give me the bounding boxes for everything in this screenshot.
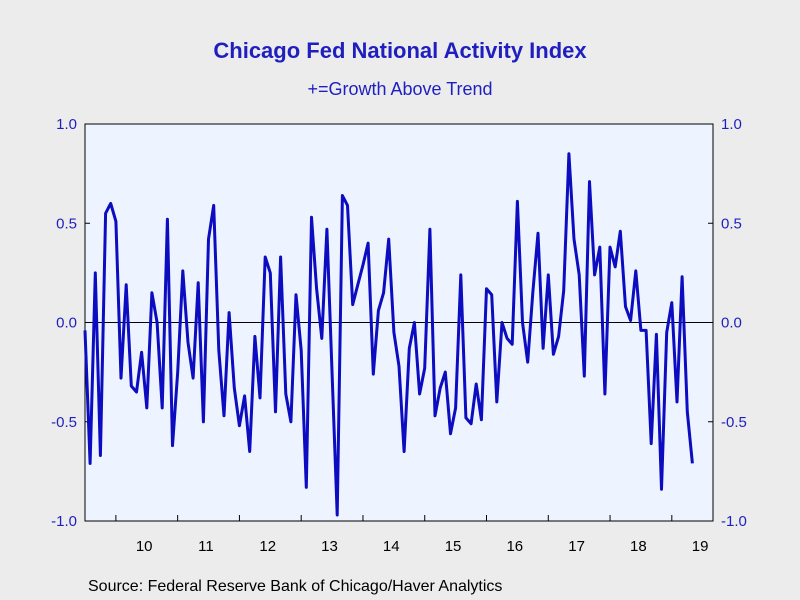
y-tick-label-right: 0.0 bbox=[721, 315, 742, 332]
y-tick-label-right: -0.5 bbox=[721, 414, 747, 431]
x-tick-label: 18 bbox=[630, 538, 647, 555]
x-tick-label: 12 bbox=[259, 538, 276, 555]
y-tick-label-left: 0.5 bbox=[56, 215, 77, 232]
x-axis: 10 11 12 13 14 15 16 17 18 19 bbox=[115, 515, 709, 555]
x-tick-label: 15 bbox=[445, 538, 462, 555]
x-tick-label: 14 bbox=[383, 538, 400, 555]
y-tick-label-left: -0.5 bbox=[51, 414, 77, 431]
y-axis-left: 1.0 0.5 0.0 -0.5 -1.0 bbox=[51, 116, 90, 530]
y-axis-right: 1.0 0.5 0.0 -0.5 -1.0 bbox=[708, 116, 747, 530]
y-tick-label-right: 1.0 bbox=[721, 116, 742, 133]
y-tick-label-left: -1.0 bbox=[51, 513, 77, 530]
x-tick-label: 19 bbox=[692, 538, 709, 555]
y-tick-label-right: -1.0 bbox=[721, 513, 747, 530]
x-tick-label: 13 bbox=[321, 538, 338, 555]
y-tick-label-left: 0.0 bbox=[56, 315, 77, 332]
chart-subtitle: +=Growth Above Trend bbox=[307, 79, 493, 99]
source-note: Source: Federal Reserve Bank of Chicago/… bbox=[88, 578, 503, 595]
x-tick-label: 17 bbox=[568, 538, 585, 555]
y-tick-label-left: 1.0 bbox=[56, 116, 77, 133]
x-tick-label: 16 bbox=[506, 538, 523, 555]
y-tick-label-right: 0.5 bbox=[721, 215, 742, 232]
chart-title: Chicago Fed National Activity Index bbox=[213, 38, 587, 63]
x-tick-label: 10 bbox=[136, 538, 153, 555]
series-line bbox=[83, 152, 694, 517]
x-tick-label: 11 bbox=[198, 538, 214, 555]
